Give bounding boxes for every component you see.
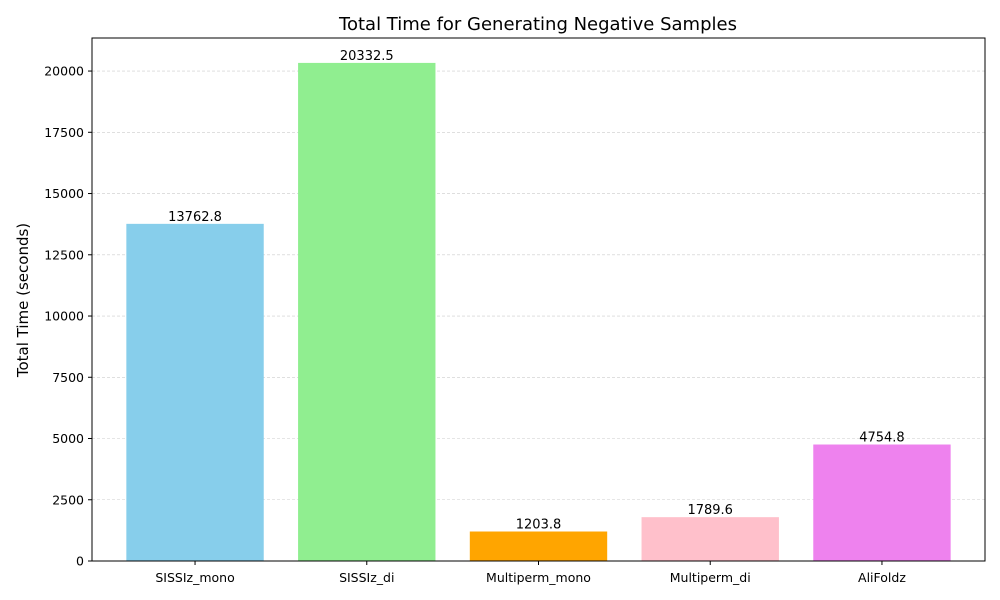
- x-tick-label: SISSIz_di: [339, 570, 394, 585]
- data-label: 1789.6: [687, 503, 733, 518]
- data-label: 4754.8: [859, 431, 905, 446]
- y-tick-label: 20000: [44, 64, 84, 79]
- bar-alifoldz: [813, 444, 951, 561]
- data-label: 20332.5: [340, 49, 394, 64]
- data-labels: 13762.8 20332.5 1203.8 1789.6 4754.8: [168, 49, 905, 533]
- data-label: 13762.8: [168, 210, 222, 225]
- y-axis-ticks: 0 2500 5000 7500 10000 12500 15000 17500 20000: [44, 64, 92, 569]
- y-tick-label: 2500: [52, 492, 84, 507]
- y-tick-label: 12500: [44, 247, 84, 262]
- bar-sissiz-di: [298, 62, 436, 561]
- bar-multiperm-mono: [469, 531, 608, 561]
- y-tick-label: 7500: [52, 370, 84, 385]
- y-tick-label: 17500: [44, 125, 84, 140]
- x-tick-label: AliFoldz: [858, 570, 906, 585]
- bar-multiperm-di: [641, 517, 779, 561]
- data-label: 1203.8: [516, 518, 562, 533]
- chart-title: Total Time for Generating Negative Sampl…: [338, 14, 737, 35]
- y-axis-label: Total Time (seconds): [14, 223, 32, 378]
- y-tick-label: 5000: [52, 431, 84, 446]
- plot-frame: [91, 37, 986, 562]
- bar-sissiz-mono: [126, 223, 264, 562]
- x-tick-label: SISSIz_mono: [155, 570, 234, 585]
- gridlines: [92, 70, 985, 501]
- y-tick-label: 0: [76, 554, 84, 569]
- x-axis-ticks: SISSIz_mono SISSIz_di Multiperm_mono Multip…: [155, 561, 906, 585]
- bars: [126, 62, 951, 562]
- y-tick-label: 15000: [44, 186, 84, 201]
- x-tick-label: Multiperm_mono: [486, 570, 591, 585]
- y-tick-label: 10000: [44, 309, 84, 324]
- x-tick-label: Multiperm_di: [670, 570, 751, 585]
